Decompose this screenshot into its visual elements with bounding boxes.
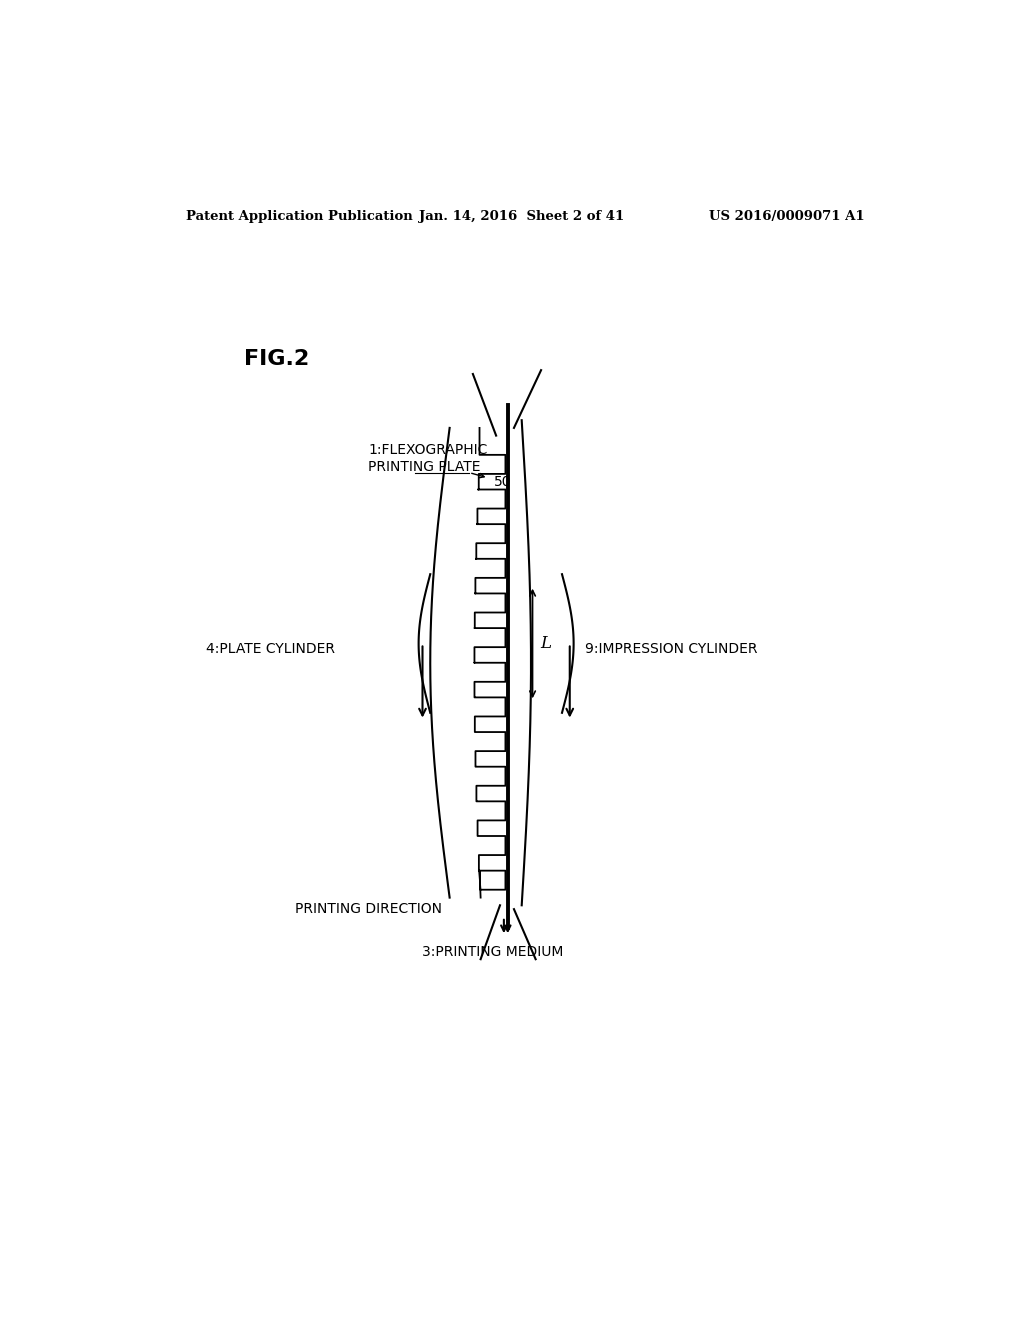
Text: 4:PLATE CYLINDER: 4:PLATE CYLINDER [206, 642, 335, 656]
Text: L: L [541, 635, 551, 652]
Text: 50: 50 [494, 475, 511, 488]
Text: FIG.2: FIG.2 [245, 348, 309, 368]
Text: 3:PRINTING MEDIUM: 3:PRINTING MEDIUM [422, 945, 563, 958]
Text: 9:IMPRESSION CYLINDER: 9:IMPRESSION CYLINDER [586, 642, 758, 656]
Text: Jan. 14, 2016  Sheet 2 of 41: Jan. 14, 2016 Sheet 2 of 41 [419, 210, 624, 223]
Text: PRINTING DIRECTION: PRINTING DIRECTION [295, 902, 441, 916]
Text: Patent Application Publication: Patent Application Publication [186, 210, 413, 223]
Text: US 2016/0009071 A1: US 2016/0009071 A1 [710, 210, 865, 223]
Text: 1:FLEXOGRAPHIC
PRINTING PLATE: 1:FLEXOGRAPHIC PRINTING PLATE [369, 444, 487, 474]
